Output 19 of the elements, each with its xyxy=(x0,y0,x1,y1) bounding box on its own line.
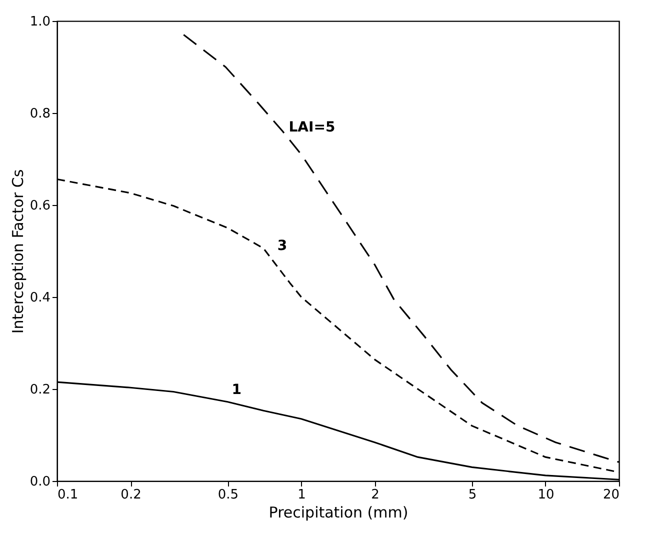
y-axis-title: Interception Factor Cs xyxy=(8,169,27,334)
x-tick-label: 0.5 xyxy=(218,488,239,502)
x-axis-title: Precipitation (mm) xyxy=(268,504,408,522)
series-label: LAI=5 xyxy=(288,119,336,136)
x-tick-label: 20 xyxy=(602,488,620,502)
series-label: 3 xyxy=(277,238,288,254)
series-label: 1 xyxy=(232,382,242,398)
y-tick-label: 0.0 xyxy=(30,474,50,490)
y-tick-label: 0.6 xyxy=(30,198,50,214)
x-tick-label: 10 xyxy=(538,488,554,502)
x-tick-label: 2 xyxy=(371,488,380,502)
y-tick-label: 0.8 xyxy=(30,106,50,122)
x-tick-label: 5 xyxy=(468,488,477,502)
y-tick-label: 0.2 xyxy=(30,382,50,398)
x-tick-label: 0.2 xyxy=(120,488,142,502)
x-tick-label: 1 xyxy=(298,488,306,502)
y-tick-label: 0.4 xyxy=(30,290,50,306)
y-tick-label: 1.0 xyxy=(30,14,50,30)
x-tick-label: 0.1 xyxy=(58,488,78,502)
